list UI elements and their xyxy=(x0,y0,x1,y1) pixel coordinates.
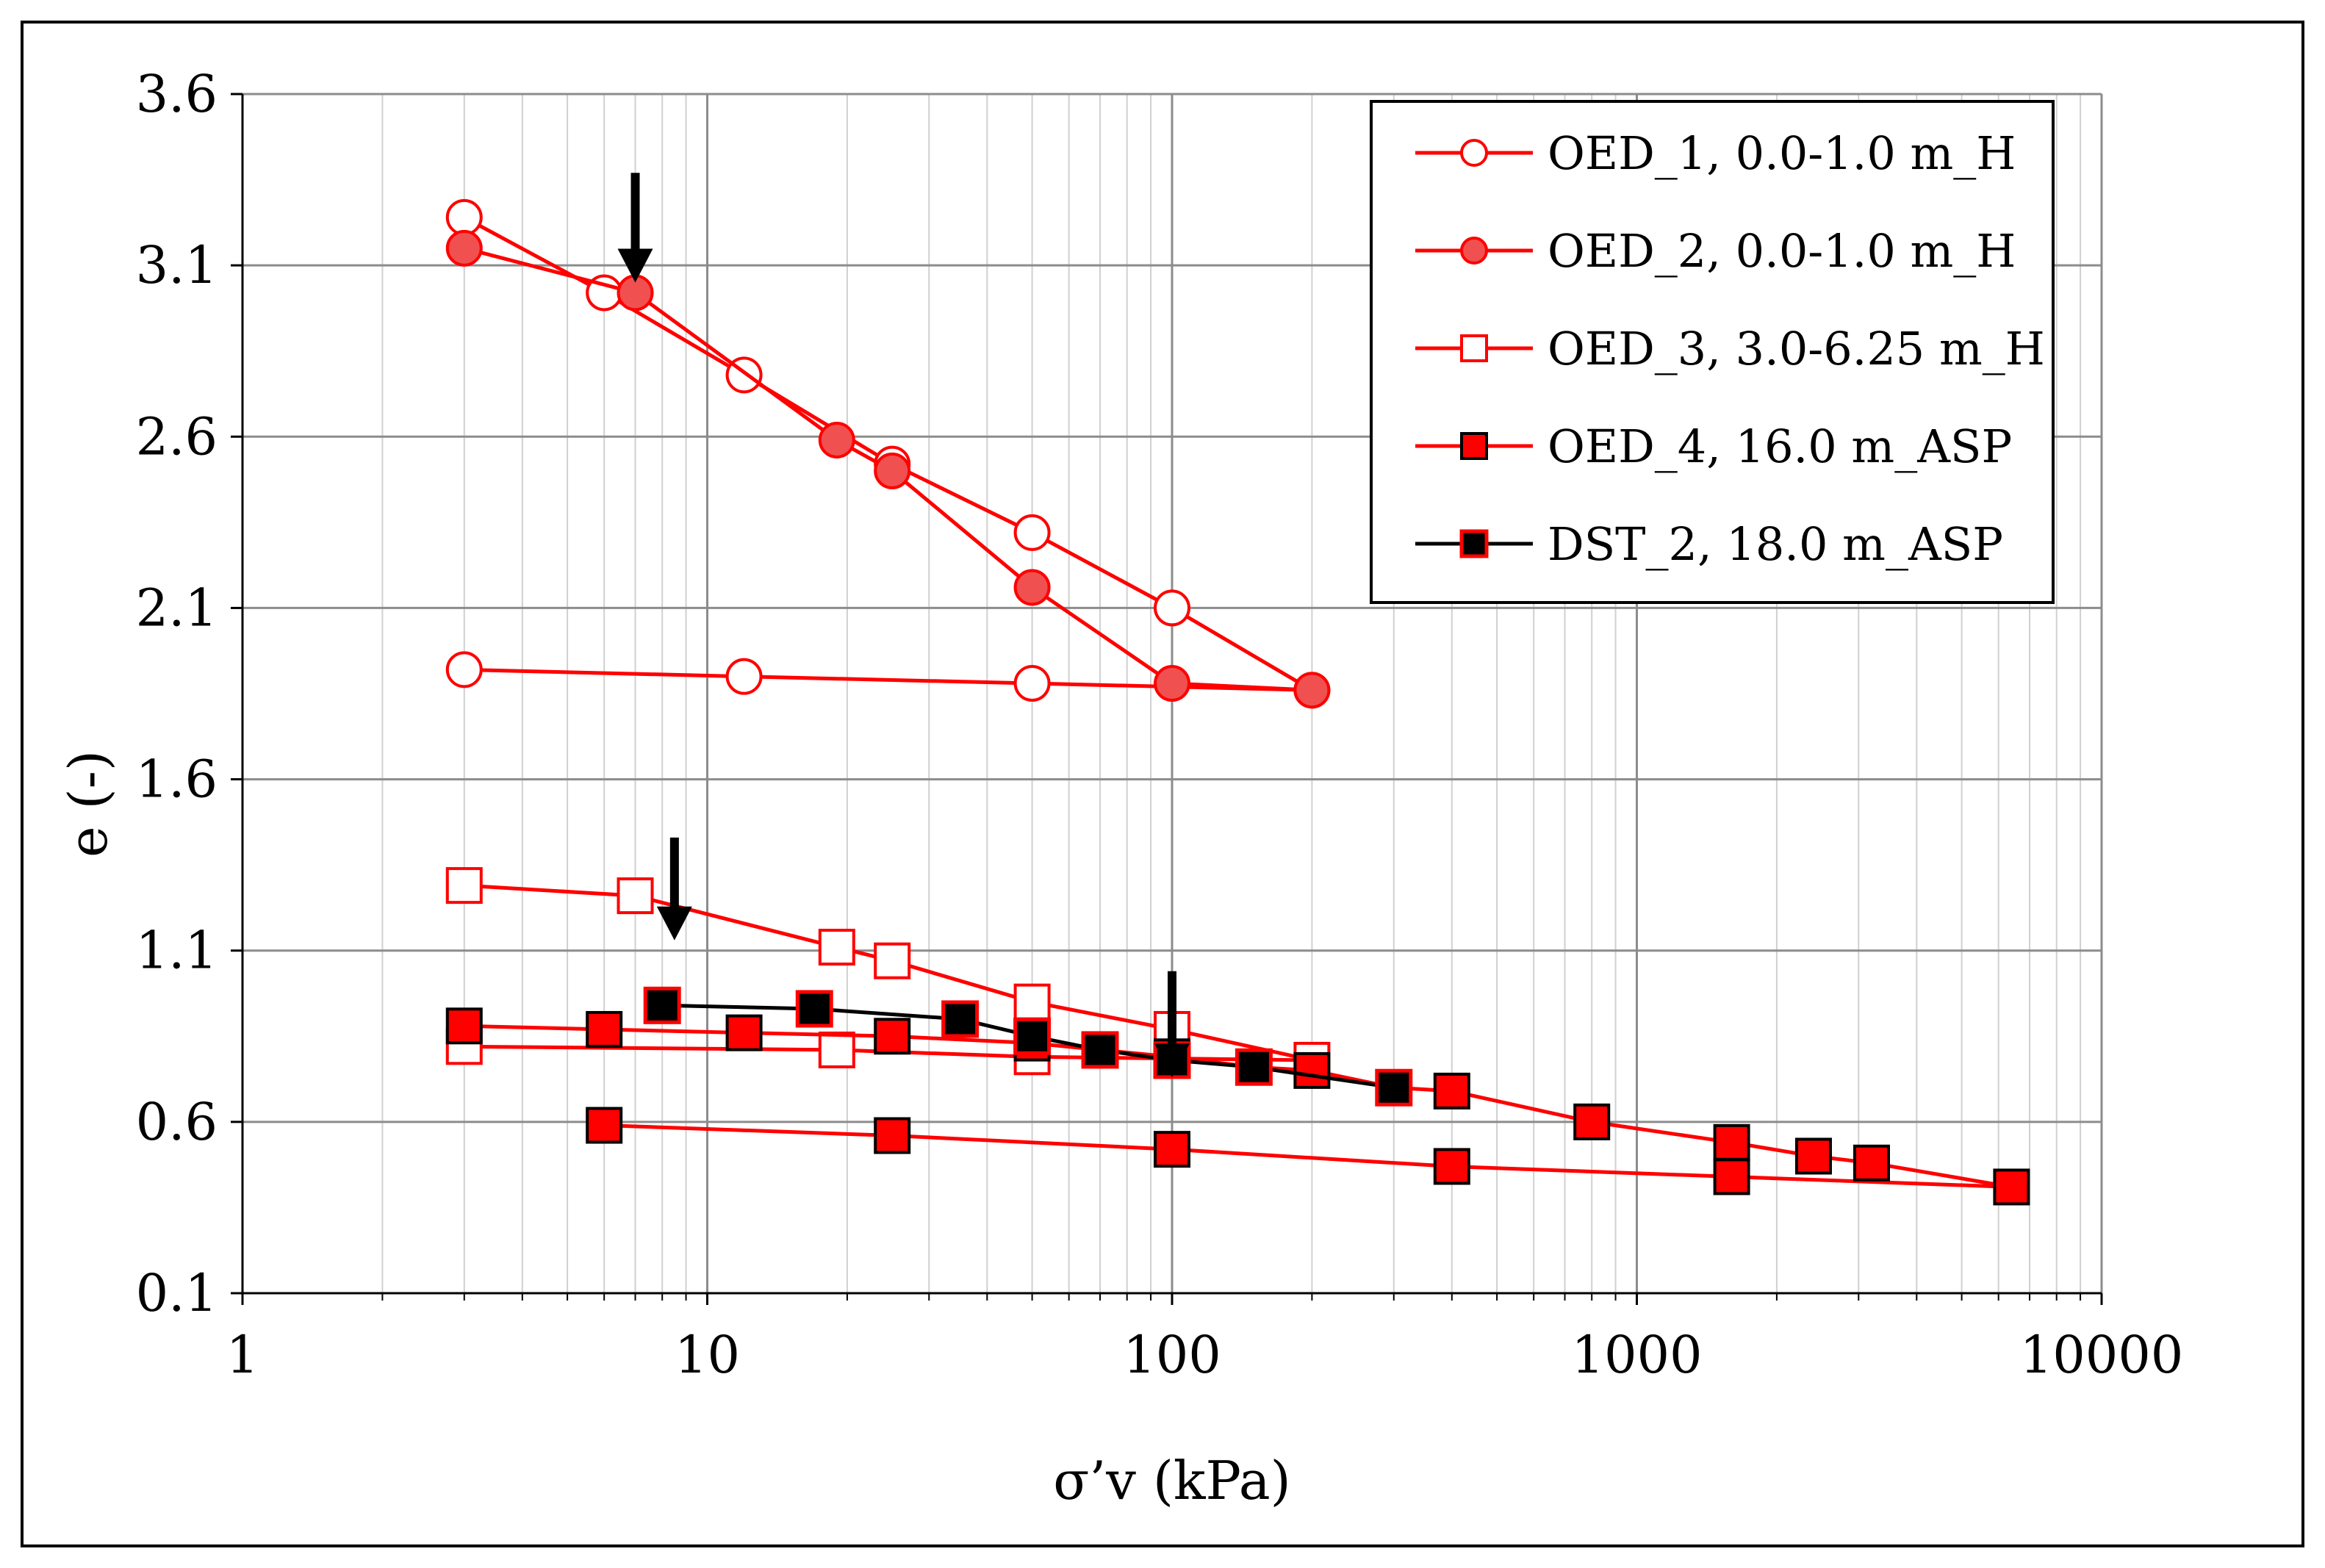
x-tick-label: 1000 xyxy=(1571,1325,1702,1385)
legend-marker xyxy=(1460,237,1488,265)
data-point xyxy=(586,1010,623,1048)
data-point xyxy=(795,990,833,1028)
data-point xyxy=(818,1031,855,1068)
data-point xyxy=(586,1107,623,1144)
data-point xyxy=(1081,1031,1119,1069)
legend-marker xyxy=(1460,432,1488,460)
data-point xyxy=(1573,1103,1611,1140)
data-point xyxy=(1433,1148,1470,1185)
data-point xyxy=(1293,672,1331,709)
data-point xyxy=(1154,665,1190,702)
x-tick-label: 100 xyxy=(1123,1325,1221,1385)
y-tick-label: 0.1 xyxy=(136,1263,218,1323)
data-point xyxy=(445,651,483,688)
arrow-head xyxy=(1154,1043,1190,1078)
y-tick-label: 0.6 xyxy=(136,1092,218,1152)
data-point xyxy=(1853,1144,1891,1182)
data-point xyxy=(725,658,763,695)
y-tick-label: 3.1 xyxy=(136,235,218,295)
y-tick-label: 1.1 xyxy=(136,921,218,981)
data-point xyxy=(874,452,911,489)
data-point xyxy=(445,867,483,905)
data-point xyxy=(1713,1123,1750,1161)
data-point xyxy=(1013,1017,1052,1055)
legend-label: OED_1, 0.0-1.0 m_H xyxy=(1548,126,2016,180)
data-point xyxy=(818,421,855,458)
data-point xyxy=(874,1117,911,1154)
legend-label: OED_2, 0.0-1.0 m_H xyxy=(1548,224,2016,278)
data-point xyxy=(617,877,654,915)
x-tick-label: 10000 xyxy=(2020,1325,2184,1385)
data-point xyxy=(1013,569,1051,606)
data-point xyxy=(1433,1072,1470,1110)
data-point xyxy=(1013,514,1051,551)
data-point xyxy=(1154,1131,1190,1168)
legend: OED_1, 0.0-1.0 m_H OED_2, 0.0-1.0 m_H OED_… xyxy=(1370,100,2055,604)
data-point xyxy=(643,986,681,1024)
data-point xyxy=(1293,1051,1331,1089)
arrow-head xyxy=(656,906,692,941)
x-axis-label: σ’v (kPa) xyxy=(1053,1450,1291,1511)
data-point xyxy=(941,1000,980,1038)
data-point xyxy=(1235,1048,1273,1086)
data-point xyxy=(1713,1158,1750,1195)
series-line xyxy=(464,883,1312,1062)
data-point xyxy=(725,1014,763,1051)
y-tick-label: 1.6 xyxy=(136,749,218,810)
legend-marker xyxy=(1460,334,1488,362)
data-point xyxy=(445,229,483,267)
data-point xyxy=(1794,1137,1832,1175)
data-point xyxy=(1375,1068,1413,1107)
y-tick-label: 3.6 xyxy=(136,64,218,124)
legend-item: OED_3, 3.0-6.25 m_H xyxy=(1415,322,2045,375)
legend-label: DST_2, 18.0 m_ASP xyxy=(1548,517,2003,571)
legend-label: OED_3, 3.0-6.25 m_H xyxy=(1548,322,2045,375)
data-point xyxy=(1154,589,1190,627)
series-line xyxy=(463,215,1319,693)
x-tick-label: 10 xyxy=(675,1325,740,1385)
arrow-annotation-1 xyxy=(617,173,653,283)
y-tick-label: 2.1 xyxy=(136,578,218,638)
y-axis-label: e (-) xyxy=(57,750,119,857)
legend-item: DST_2, 18.0 m_ASP xyxy=(1415,517,2003,571)
x-tick-label: 1 xyxy=(226,1325,259,1385)
legend-item: OED_2, 0.0-1.0 m_H xyxy=(1415,224,2016,278)
series-2 xyxy=(445,229,1331,709)
data-point xyxy=(1013,665,1051,702)
legend-marker xyxy=(1460,139,1488,167)
arrow-annotation-3 xyxy=(1154,971,1190,1078)
y-tick-label: 2.6 xyxy=(136,406,218,467)
data-point xyxy=(445,1007,483,1045)
arrow-annotation-2 xyxy=(656,837,692,941)
data-point xyxy=(818,929,855,966)
legend-item: OED_4, 16.0 m_ASP xyxy=(1415,420,2012,473)
data-point xyxy=(874,942,911,979)
data-point xyxy=(1993,1168,2030,1206)
legend-marker xyxy=(1459,529,1489,558)
legend-label: OED_4, 16.0 m_ASP xyxy=(1548,420,2012,473)
data-point xyxy=(445,198,483,236)
legend-item: OED_1, 0.0-1.0 m_H xyxy=(1415,126,2016,180)
data-point xyxy=(874,1018,911,1055)
data-point xyxy=(1013,983,1051,1021)
arrow-head xyxy=(617,248,653,283)
